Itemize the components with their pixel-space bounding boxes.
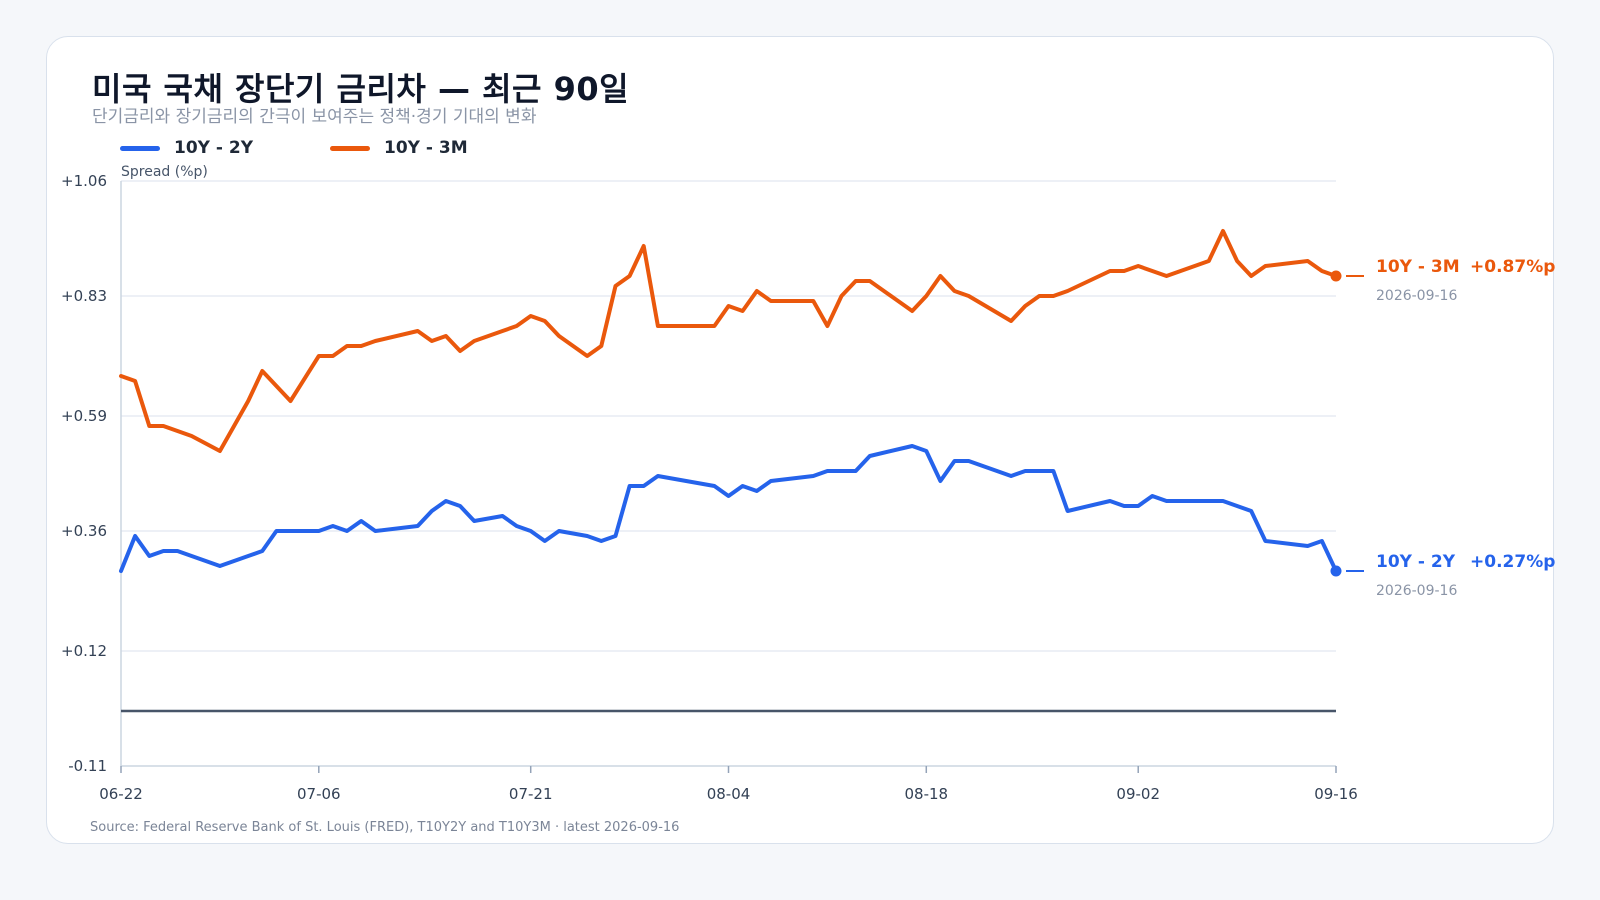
- y-tick-label: -0.11: [68, 757, 107, 775]
- chart-source: Source: Federal Reserve Bank of St. Loui…: [90, 820, 680, 835]
- series-end-date: 2026-09-16: [1376, 583, 1457, 599]
- series-line-10y3m: [119, 229, 1338, 453]
- x-tick-label: 06-22: [99, 785, 143, 803]
- legend-item-10y3m[interactable]: 10Y - 3M: [330, 138, 468, 158]
- x-tick-label: 08-18: [904, 785, 948, 803]
- x-tick-label: 07-06: [297, 785, 341, 803]
- y-tick-label: +0.83: [61, 287, 107, 305]
- legend-label-10y2y: 10Y - 2Y: [174, 138, 253, 158]
- series-end-point: [1330, 270, 1342, 282]
- series-end-label: 10Y - 2Y: [1376, 552, 1456, 572]
- y-axis-label: Spread (%p): [121, 164, 208, 180]
- chart-card: [46, 36, 1554, 844]
- chart-subtitle: 단기금리와 장기금리의 간극이 보여주는 정책·경기 기대의 변화: [92, 107, 537, 127]
- series-end-label: 10Y - 3M: [1376, 257, 1460, 277]
- series-line-10y2y: [119, 444, 1338, 573]
- legend-label-10y3m: 10Y - 3M: [384, 138, 468, 158]
- x-tick-label: 07-21: [509, 785, 553, 803]
- legend-swatch-10y2y: [120, 145, 160, 151]
- y-tick-label: +0.59: [61, 407, 107, 425]
- legend-item-10y2y[interactable]: 10Y - 2Y: [120, 138, 253, 158]
- series-end-point: [1330, 565, 1342, 577]
- chart-title: 미국 국채 장단기 금리차 — 최근 90일: [92, 70, 630, 108]
- series-end-value: +0.27%p: [1470, 552, 1555, 572]
- x-tick-label: 08-04: [707, 785, 751, 803]
- x-tick-label: 09-16: [1314, 785, 1358, 803]
- x-tick-label: 09-02: [1116, 785, 1160, 803]
- y-tick-label: +0.36: [61, 522, 107, 540]
- y-tick-label: +0.12: [61, 642, 107, 660]
- legend-swatch-10y3m: [330, 145, 370, 151]
- y-tick-label: +1.06: [61, 172, 107, 190]
- series-end-value: +0.87%p: [1470, 257, 1555, 277]
- series-end-date: 2026-09-16: [1376, 288, 1457, 304]
